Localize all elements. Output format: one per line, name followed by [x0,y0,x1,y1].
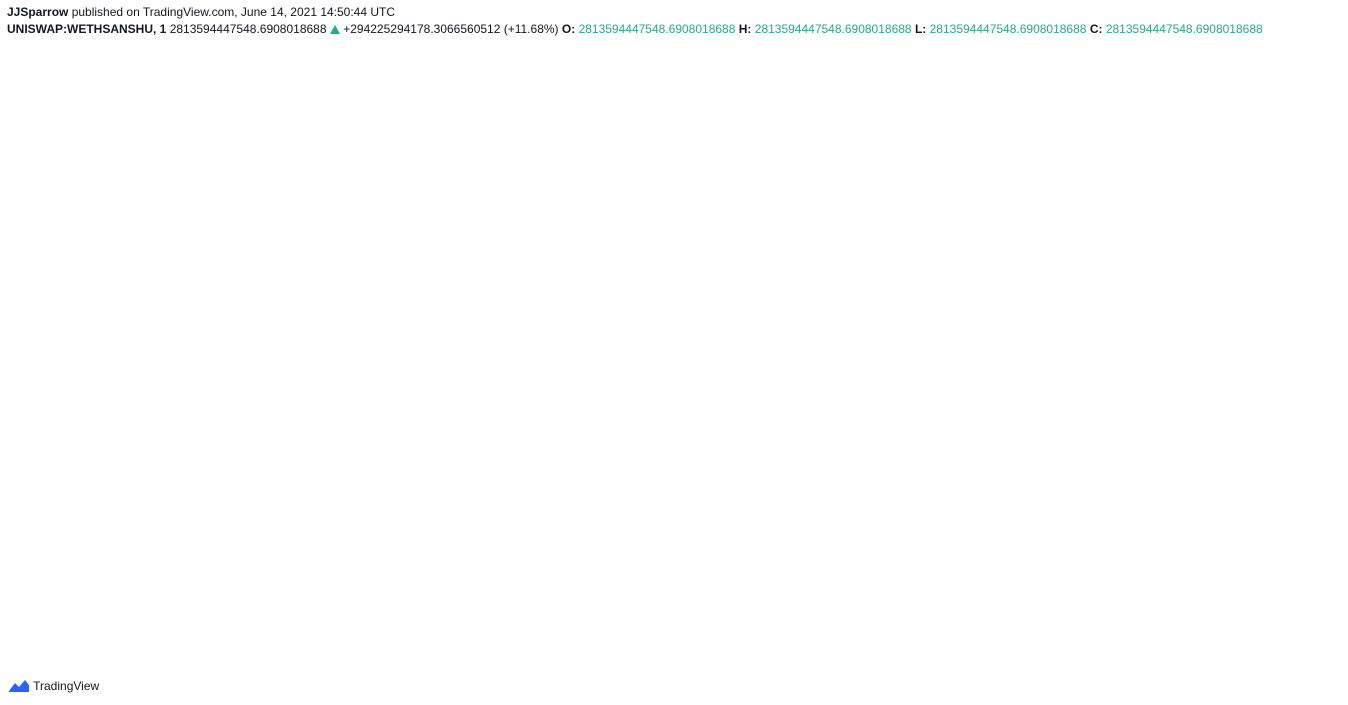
ohlc-key: L: [914,22,927,36]
publish-line: JJSparrow published on TradingView.com, … [7,5,395,19]
x-tick-label: 04:03 [370,648,398,660]
y-tick-label: 27.50% [1288,85,1326,97]
y-tick-label: 12.50% [1288,281,1326,293]
y-tick-label: 2.50% [1288,412,1319,424]
ohlc: O: 2813594447548.6908018688 H: 281359444… [562,22,1263,36]
brand: TradingView [33,679,100,693]
price: 2813594447548.6908018688 [169,22,327,36]
x-tick-label: 09:00 [794,648,822,660]
ohlc-value: 2813594447548.6908018688 [578,22,736,36]
ohlc-key: C: [1089,22,1103,36]
legend-line: UNISWAP:WETHSANSHU, 1 2813594447548.6908… [7,22,1263,36]
published: published on TradingView.com, June 14, 2… [71,5,396,19]
x-tick-label: 07:00 [634,648,662,660]
footer: TradingView [8,679,99,693]
y-tick-label: 15.00% [1288,249,1326,261]
x-tick-label: 12:00 [1002,648,1030,660]
chart-title: Wrapped Ether / Sanshu Inu (0xa7ad4...83… [16,53,354,67]
x-tick-label: 06:00 [530,648,558,660]
area-fill [8,102,1240,640]
x-tick-label: 03:00 [282,648,310,660]
y-tick-label: −5.00% [1288,510,1326,522]
y-tick-label: −7.50% [1288,543,1326,555]
x-tick-label: 13:12 [1082,648,1110,660]
price-line [7,101,1241,593]
brand-logo [9,680,29,692]
last-value-label: 20.54% [1285,176,1323,188]
ohlc-value: 2813594447548.6908018688 [929,22,1087,36]
y-tick-label: −10.00% [1288,576,1332,588]
x-tick-label: 14:07 [1170,648,1198,660]
y-tick-label: 5.00% [1288,379,1319,391]
y-tick-label: −2.50% [1288,478,1326,490]
x-tick-label: 01:00 [90,648,118,660]
frame [7,44,1341,668]
y-tick-label: 22.50% [1288,150,1326,162]
x-tick-label: 02:03 [194,648,222,660]
ohlc-key: O: [561,22,576,36]
x-tick-label: 04:56 [450,648,478,660]
currency-button[interactable] [1284,52,1335,70]
y-tick-label: 0.00% [1288,445,1319,457]
ohlc-value: 2813594447548.6908018688 [754,22,912,36]
symbol: UNISWAP:WETHSANSHU, 1 [7,22,167,36]
x-tick-label: 11:01 [915,648,942,660]
y-tick-label: 10.00% [1288,314,1326,326]
up-icon [329,25,340,34]
y-tick-label: −12.50% [1288,609,1332,621]
y-tick-label: 25.00% [1288,118,1326,130]
change: +294225294178.3066560512 (+11.68%) [343,22,559,36]
ohlc-key: H: [738,22,752,36]
x-tick-label: 14:56 [1242,648,1270,660]
ohlc-value: 2813594447548.6908018688 [1105,22,1263,36]
y-tick-label: 7.50% [1288,347,1319,359]
y-tick-label: 20.00% [1288,183,1326,195]
y-tick-label: 17.50% [1288,216,1326,228]
author: JJSparrow [7,5,69,19]
last-value-badge [1278,174,1331,191]
currency-button-label[interactable]: SANSHU [1287,55,1333,67]
